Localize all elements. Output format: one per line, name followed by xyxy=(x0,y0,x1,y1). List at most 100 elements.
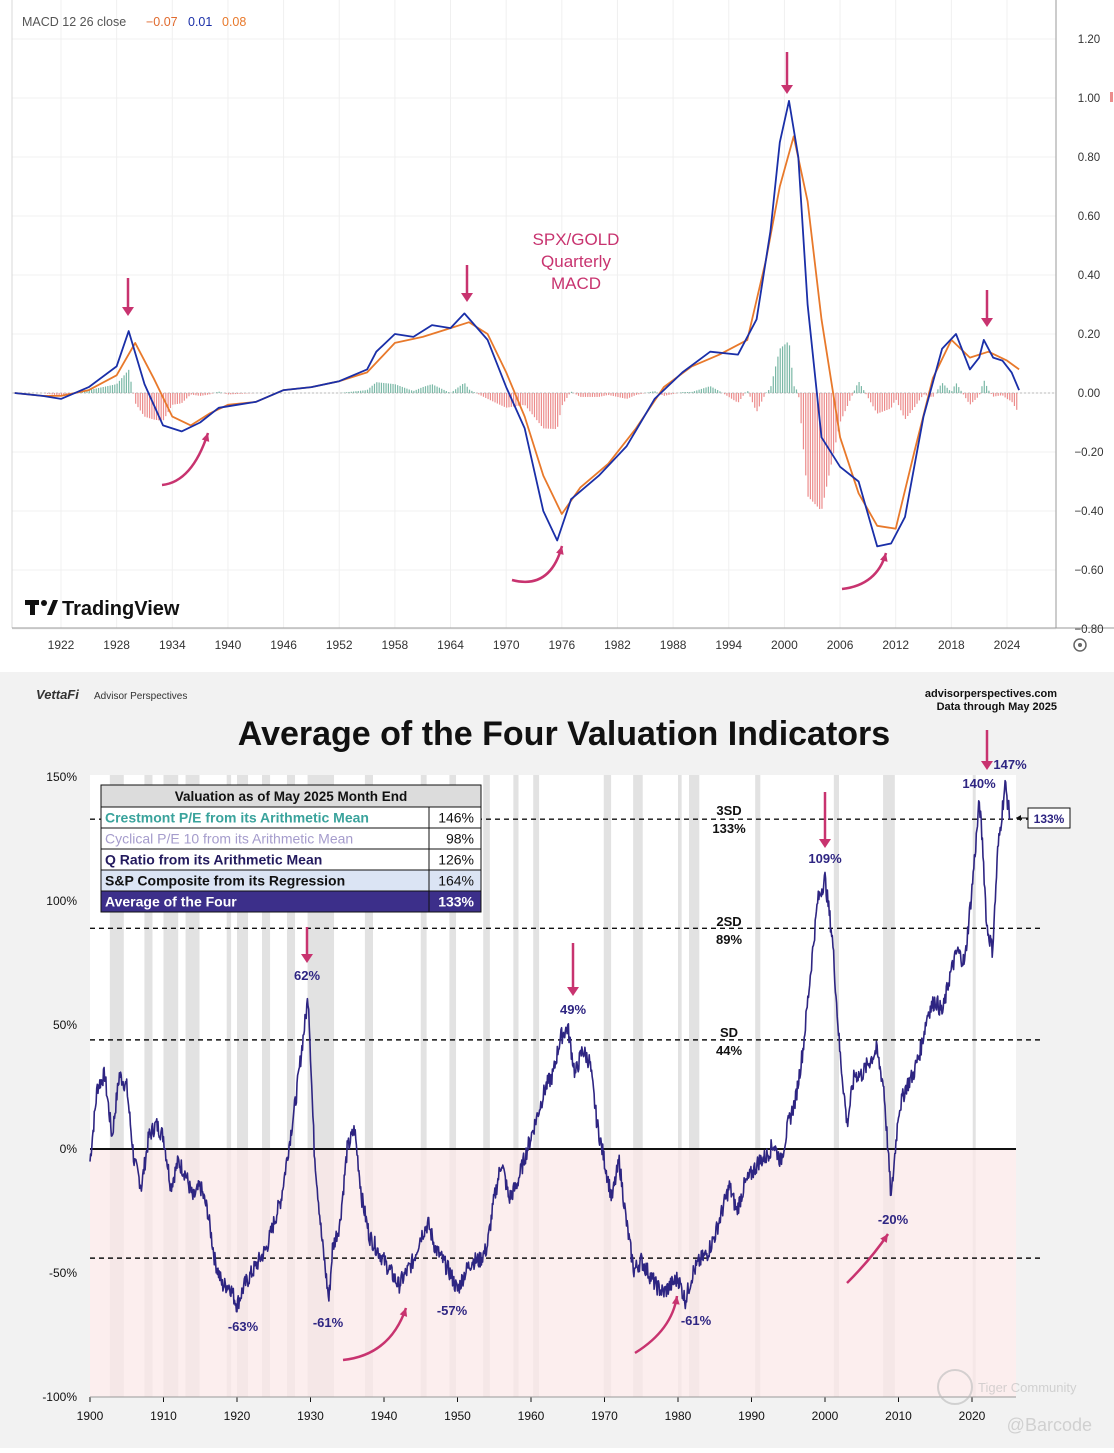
recession-bar xyxy=(833,775,839,1397)
top-x-tick-label: 1958 xyxy=(382,638,409,652)
brand-logo: VettaFi xyxy=(36,687,79,702)
watermark-text: Tiger Community xyxy=(978,1380,1077,1395)
arrow-trough-1932-head xyxy=(399,1308,408,1317)
top-x-tick-label: 1994 xyxy=(715,638,742,652)
bottom-x-tick-label: 2010 xyxy=(885,1409,912,1423)
table-row-value: 164% xyxy=(438,873,474,889)
valuation-table: Valuation as of May 2025 Month End Crest… xyxy=(100,784,482,913)
macd-lines xyxy=(14,100,1020,548)
top-y-tick-label: 1.00 xyxy=(1078,93,1100,105)
trough-label-1932: -61% xyxy=(313,1315,344,1330)
recession-bar xyxy=(449,775,457,1397)
price-scale-marker xyxy=(1110,92,1113,102)
top-x-tick-label: 1970 xyxy=(493,638,520,652)
panel-separator xyxy=(0,660,1114,674)
recession-bar xyxy=(513,775,519,1397)
bottom-x-tick-label: 1920 xyxy=(224,1409,251,1423)
bottom-x-tick-label: 1990 xyxy=(738,1409,765,1423)
indicator-value-signal: 0.08 xyxy=(222,15,246,29)
top-x-tick-label: 1928 xyxy=(103,638,130,652)
top-x-tick-label: 1934 xyxy=(159,638,186,652)
trough-label-1920: -63% xyxy=(228,1319,259,1334)
arrow-peak-2021-head xyxy=(981,318,993,327)
top-gridlines xyxy=(12,0,1056,630)
recession-bar xyxy=(261,775,271,1397)
indicator-value-macd: 0.01 xyxy=(188,15,212,29)
annotation-line-2: Quarterly xyxy=(541,252,611,271)
top-x-tick-label: 1940 xyxy=(215,638,242,652)
table-row-label: S&P Composite from its Regression xyxy=(105,873,345,889)
bottom-x-tick-label: 1980 xyxy=(665,1409,692,1423)
trough-label-1982: -61% xyxy=(681,1313,712,1328)
signal-line xyxy=(14,135,1020,530)
macd-chart-panel: 1.20 1.00 0.80 0.60 0.40 0.20 0.00 −0.20 −0.40 −0… xyxy=(0,0,1114,660)
top-x-tick-label: 1922 xyxy=(48,638,75,652)
watermark-handle: @Barcode xyxy=(1007,1415,1092,1435)
bottom-y-tick-label: 150% xyxy=(46,770,77,784)
peak-label-2021: 140% xyxy=(962,776,996,791)
top-x-tick-label: 1976 xyxy=(548,638,575,652)
table-row-value: 126% xyxy=(438,852,474,868)
recession-bar xyxy=(633,775,643,1397)
indicator-value-histogram: −0.07 xyxy=(146,15,178,29)
recession-bar xyxy=(689,775,700,1397)
table-row-label: Average of the Four xyxy=(105,894,237,910)
top-x-tick-label: 2006 xyxy=(827,638,854,652)
negative-zone xyxy=(90,1149,1016,1397)
arrow-peak-1929-head xyxy=(301,954,313,963)
top-y-tick-label: −0.20 xyxy=(1074,447,1103,459)
recession-bar xyxy=(972,775,976,1397)
indicator-label[interactable]: MACD 12 26 close xyxy=(22,15,126,29)
chart-title: Average of the Four Valuation Indicators xyxy=(238,715,890,753)
tiger-community-watermark: Tiger Community @Barcode xyxy=(937,1369,1092,1435)
top-y-tick-label: 0.40 xyxy=(1078,270,1100,282)
sd3-name: 3SD xyxy=(716,803,741,818)
settings-gear-icon[interactable] xyxy=(1073,638,1087,652)
bottom-x-tick-label: 1930 xyxy=(297,1409,324,1423)
bottom-y-tick-label: 0% xyxy=(60,1142,78,1156)
trough-label-1949: -57% xyxy=(437,1303,468,1318)
top-y-tick-label: 0.20 xyxy=(1078,329,1100,341)
peak-label-2000: 109% xyxy=(808,851,842,866)
bottom-annotation-arrows xyxy=(301,730,993,1362)
recession-bar xyxy=(237,775,249,1397)
bottom-y-axis: 150% 100% 50% 0% -50% -100% xyxy=(42,770,77,1404)
recession-bar xyxy=(883,775,895,1397)
top-x-tick-label: 2024 xyxy=(994,638,1021,652)
arrow-trough-1975-head xyxy=(556,546,564,555)
table-row-label: Q Ratio from its Arithmetic Mean xyxy=(105,852,322,868)
annotation-line-3: MACD xyxy=(551,274,601,293)
top-y-tick-label: −0.60 xyxy=(1074,565,1103,577)
peak-label-1966: 49% xyxy=(560,1002,586,1017)
recession-bar xyxy=(420,775,427,1397)
bottom-x-tick-label: 1960 xyxy=(518,1409,545,1423)
source-line-1: advisorperspectives.com xyxy=(925,688,1057,700)
recession-bar xyxy=(755,775,761,1397)
annotation-line-1: SPX/GOLD xyxy=(533,230,620,249)
bottom-x-tick-label: 1940 xyxy=(371,1409,398,1423)
top-y-tick-label: −0.80 xyxy=(1074,624,1103,636)
arrow-peak-2021-head xyxy=(981,761,993,770)
average-of-four-line xyxy=(89,779,1011,1313)
arrow-peak-2000-head xyxy=(781,85,793,94)
bottom-y-tick-label: -100% xyxy=(42,1390,77,1404)
top-x-tick-label: 2012 xyxy=(882,638,909,652)
sd1-value: 44% xyxy=(716,1043,742,1058)
trough-label-2009: -20% xyxy=(878,1212,909,1227)
arrow-trough-1982-head xyxy=(671,1296,680,1305)
top-y-tick-label: −0.40 xyxy=(1074,506,1103,518)
top-y-tick-label: 1.20 xyxy=(1078,34,1100,46)
bottom-y-tick-label: 100% xyxy=(46,894,77,908)
macd-histogram xyxy=(42,342,1018,510)
top-annotation-arrows xyxy=(122,52,993,591)
top-x-tick-label: 1982 xyxy=(604,638,631,652)
arrow-trough-1934-head xyxy=(201,433,210,442)
top-x-tick-label: 1964 xyxy=(437,638,464,652)
sd3-value: 133% xyxy=(712,821,746,836)
bottom-y-tick-label: -50% xyxy=(49,1266,77,1280)
recession-bar xyxy=(144,775,153,1397)
top-x-tick-label: 1952 xyxy=(326,638,353,652)
brand-subtitle: Advisor Perspectives xyxy=(94,691,187,702)
